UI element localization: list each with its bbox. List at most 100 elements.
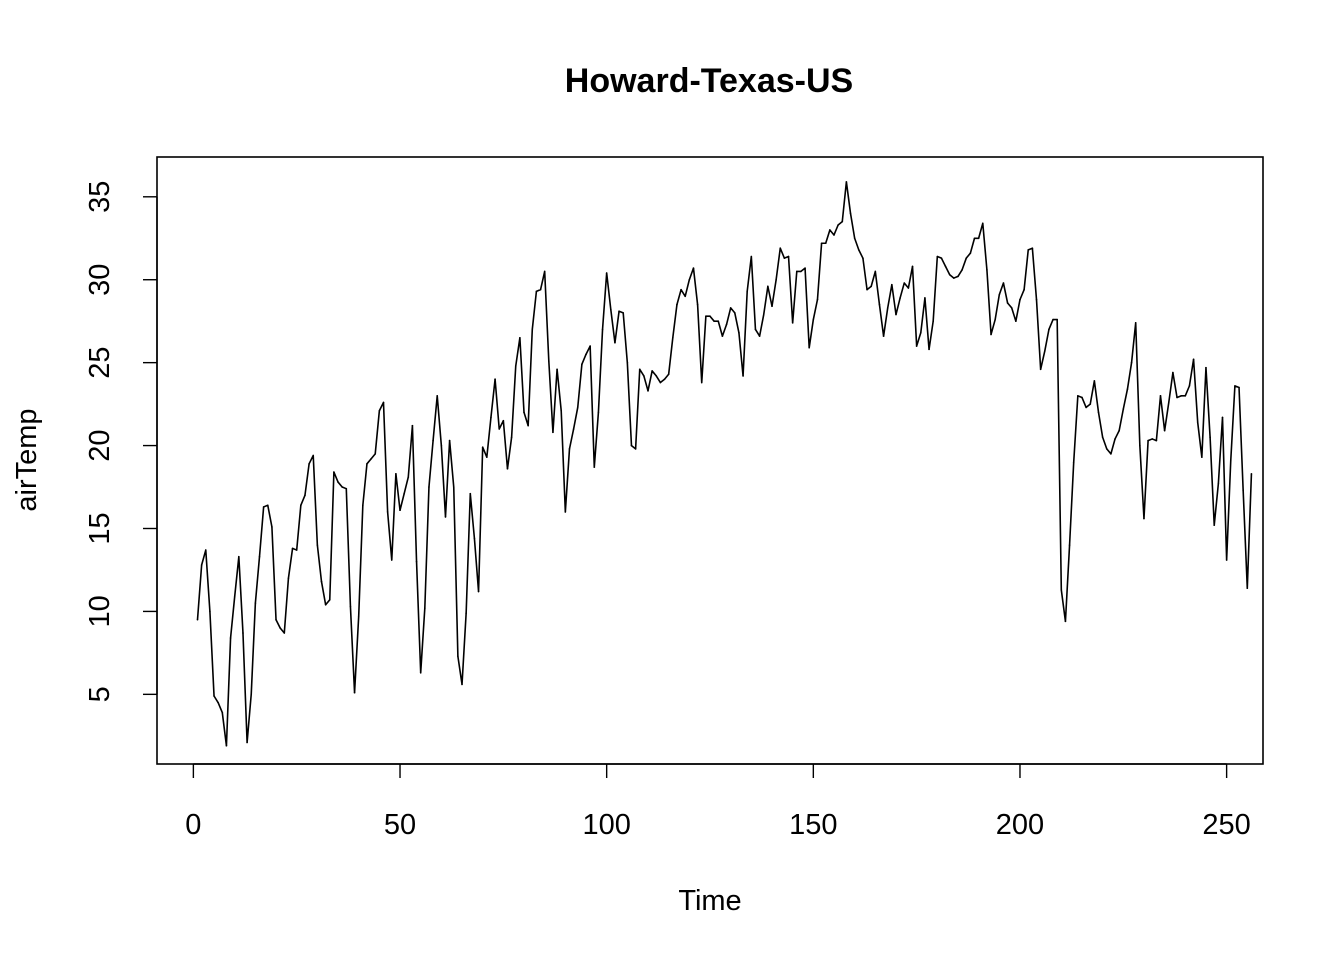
y-axis-label: airTemp [11,408,43,511]
data-point [899,297,901,299]
data-point [1068,544,1071,546]
data-point [494,378,496,381]
data-point [221,711,224,714]
data-point [655,375,658,377]
data-point [771,305,773,308]
data-point [1010,307,1013,309]
data-point [787,255,790,258]
data-point [709,315,711,318]
data-point [1110,453,1112,455]
data-point [535,290,538,293]
data-point [626,361,629,364]
data-point [349,605,352,608]
data-point [1209,436,1211,439]
data-point [1196,421,1199,424]
data-point [1039,368,1042,371]
data-point [1246,587,1249,589]
data-point [647,390,649,392]
data-point [961,268,963,271]
data-point [738,332,740,334]
data-point [1064,620,1067,623]
data-point [684,295,686,298]
data-point [200,564,203,566]
data-point [1205,366,1207,369]
data-point [601,328,604,331]
data-point [560,409,563,412]
x-tick-label: 150 [789,809,837,841]
data-point [948,273,951,276]
data-point [816,298,819,301]
data-point [386,511,389,513]
data-point [1089,403,1092,405]
data-point [1242,489,1244,492]
data-point [258,555,261,558]
data-point [990,333,992,336]
data-point [1077,395,1079,397]
data-point [944,265,947,268]
data-point [936,255,939,258]
data-point [1126,388,1129,390]
data-point [994,318,996,321]
data-point [800,270,802,273]
data-point [862,257,864,259]
data-point [1015,320,1017,322]
data-point [362,504,364,507]
data-point [824,242,827,245]
data-point [213,695,215,697]
data-point [1035,298,1038,301]
data-point [953,277,955,279]
data-point [1122,408,1125,410]
data-point [395,472,397,475]
series-points [196,181,1253,747]
data-point [1163,429,1166,432]
data-point [424,607,426,609]
data-point [378,409,381,412]
data-point [275,618,277,621]
data-point [804,267,806,269]
data-point [527,424,529,427]
data-point [924,297,926,299]
data-point [1172,371,1174,374]
data-point [328,599,331,601]
data-point [853,237,856,240]
data-point [382,401,385,404]
data-point [1139,444,1141,447]
data-point [1023,288,1025,291]
data-point [411,424,414,427]
data-point [548,360,550,362]
data-point [539,288,542,291]
x-tick-label: 50 [384,809,416,841]
data-point [287,577,290,580]
data-point [490,416,492,419]
data-point [593,466,596,468]
data-point [1225,559,1228,561]
data-point [304,494,306,497]
data-point [659,381,662,384]
data-point [531,328,534,331]
data-point [576,406,579,409]
data-point [242,632,244,634]
data-point [266,504,269,507]
data-point [519,336,521,339]
data-point [1114,438,1116,440]
data-point [506,467,509,470]
data-point [370,458,372,460]
series-line-airtemp [196,181,1253,747]
data-point [614,341,616,344]
data-point [746,290,748,293]
data-point [977,237,980,240]
data-point [1192,358,1195,361]
data-point [969,252,972,254]
data-point [866,288,868,291]
data-point [514,365,517,367]
y-tick-label: 20 [84,429,116,461]
data-point [973,237,976,240]
data-point [928,348,930,351]
data-point [250,693,253,696]
data-point [767,285,769,288]
data-point [196,618,199,621]
data-point [1143,517,1145,520]
data-point [1176,396,1178,399]
